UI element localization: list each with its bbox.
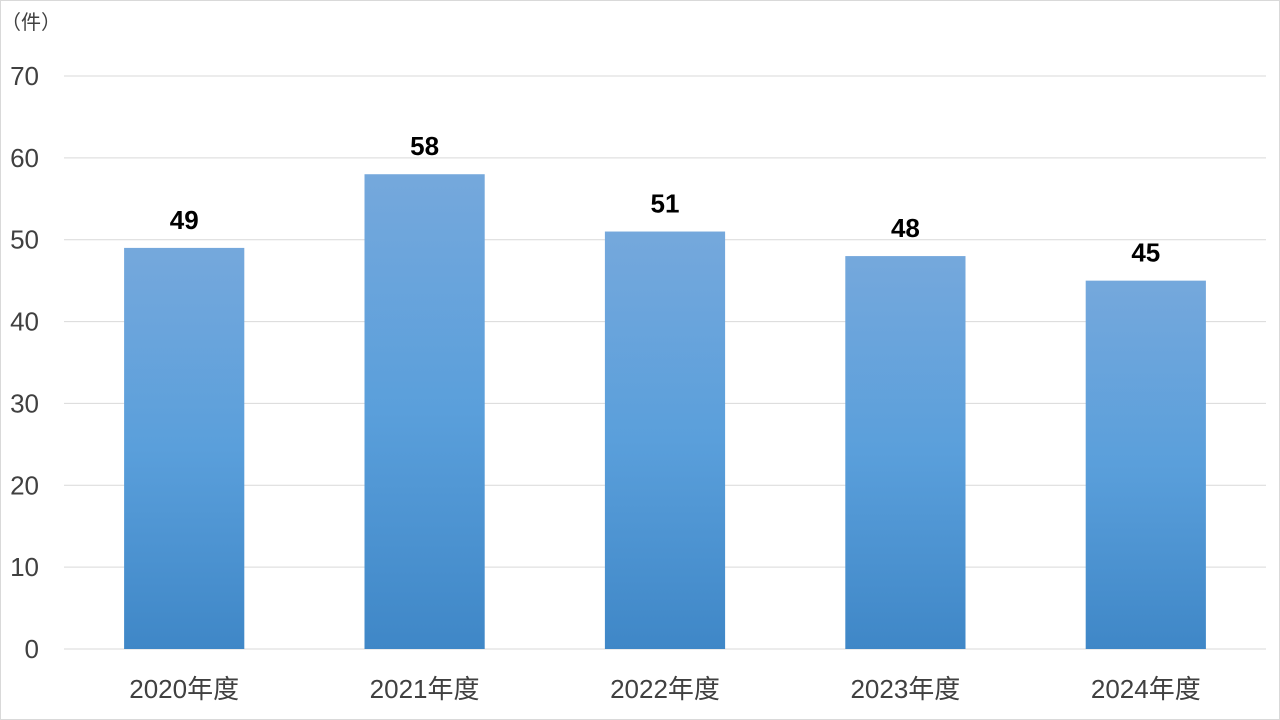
bar-2024年度: [1085, 280, 1206, 649]
data-label: 51: [651, 189, 680, 219]
data-label: 45: [1131, 238, 1160, 268]
bar-2023年度: [845, 256, 966, 649]
y-tick-label: 0: [25, 634, 39, 664]
x-category-label: 2022年度: [610, 674, 720, 704]
y-tick-label: 70: [10, 61, 39, 91]
x-category-label: 2024年度: [1091, 674, 1201, 704]
y-tick-label: 60: [10, 143, 39, 173]
x-axis-categories: 2020年度 2021年度 2022年度 2023年度 2024年度: [129, 674, 1200, 704]
bar-2020年度: [124, 247, 245, 649]
y-axis-unit-label: （件）: [1, 11, 61, 34]
x-category-label: 2020年度: [129, 674, 239, 704]
data-label: 58: [410, 131, 439, 161]
data-label: 49: [170, 205, 199, 235]
x-category-label: 2021年度: [370, 674, 480, 704]
y-axis-ticks: 0 10 20 30 40 50 60 70: [10, 61, 39, 664]
x-category-label: 2023年度: [850, 674, 960, 704]
data-label: 48: [891, 213, 920, 243]
y-tick-label: 30: [10, 388, 39, 418]
y-tick-label: 10: [10, 552, 39, 582]
y-tick-label: 20: [10, 470, 39, 500]
bar-2022年度: [604, 231, 726, 649]
y-tick-label: 50: [10, 225, 39, 255]
bars: [124, 174, 1206, 649]
y-tick-label: 40: [10, 307, 39, 337]
data-labels: 49 58 51 48 45: [170, 131, 1161, 267]
bar-2021年度: [364, 174, 485, 649]
